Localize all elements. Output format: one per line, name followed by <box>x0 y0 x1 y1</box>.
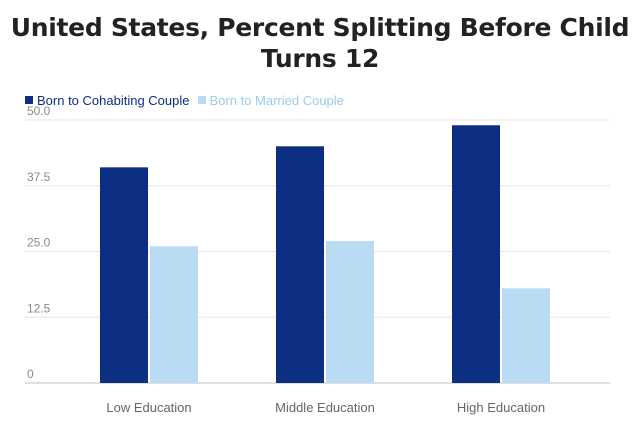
bar-married-low-education <box>150 246 198 383</box>
legend-swatch-married <box>197 96 206 104</box>
x-category-label: Low Education <box>106 400 191 415</box>
x-axis-categories: Low Education Middle Education High Educat… <box>106 400 545 415</box>
legend-swatch-cohabiting <box>25 96 33 104</box>
bars <box>100 125 550 383</box>
chart-title-line-2: Turns 12 <box>260 44 380 73</box>
legend-label-cohabiting: Born to Cohabiting Couple <box>37 92 190 108</box>
legend: Born to Cohabiting Couple Born to Marrie… <box>25 91 352 109</box>
x-category-label: High Education <box>457 400 545 415</box>
legend-item-cohabiting: Born to Cohabiting Couple <box>25 93 190 108</box>
y-tick-label: 25.0 <box>27 236 51 250</box>
y-tick-label: 12.5 <box>27 301 51 315</box>
bar-married-middle-education <box>326 240 374 383</box>
y-tick-label: 50.0 <box>27 104 51 118</box>
bar-married-high-education <box>502 288 550 383</box>
chart-title-line-1: United States, Percent Splitting Before … <box>10 13 630 42</box>
legend-label-married: Born to Married Couple <box>209 92 344 108</box>
bar-cohabiting-high-education <box>452 125 500 383</box>
chart-title: United States, Percent Splitting Before … <box>0 12 640 74</box>
y-tick-label: 37.5 <box>27 170 51 184</box>
y-tick-label: 0 <box>27 367 34 381</box>
legend-item-married: Born to Married Couple <box>197 92 344 108</box>
x-category-label: Middle Education <box>275 400 375 415</box>
bar-cohabiting-low-education <box>100 167 148 383</box>
bar-cohabiting-middle-education <box>276 146 324 383</box>
y-axis-ticks: 0 12.5 25.0 37.5 50.0 <box>27 104 51 381</box>
